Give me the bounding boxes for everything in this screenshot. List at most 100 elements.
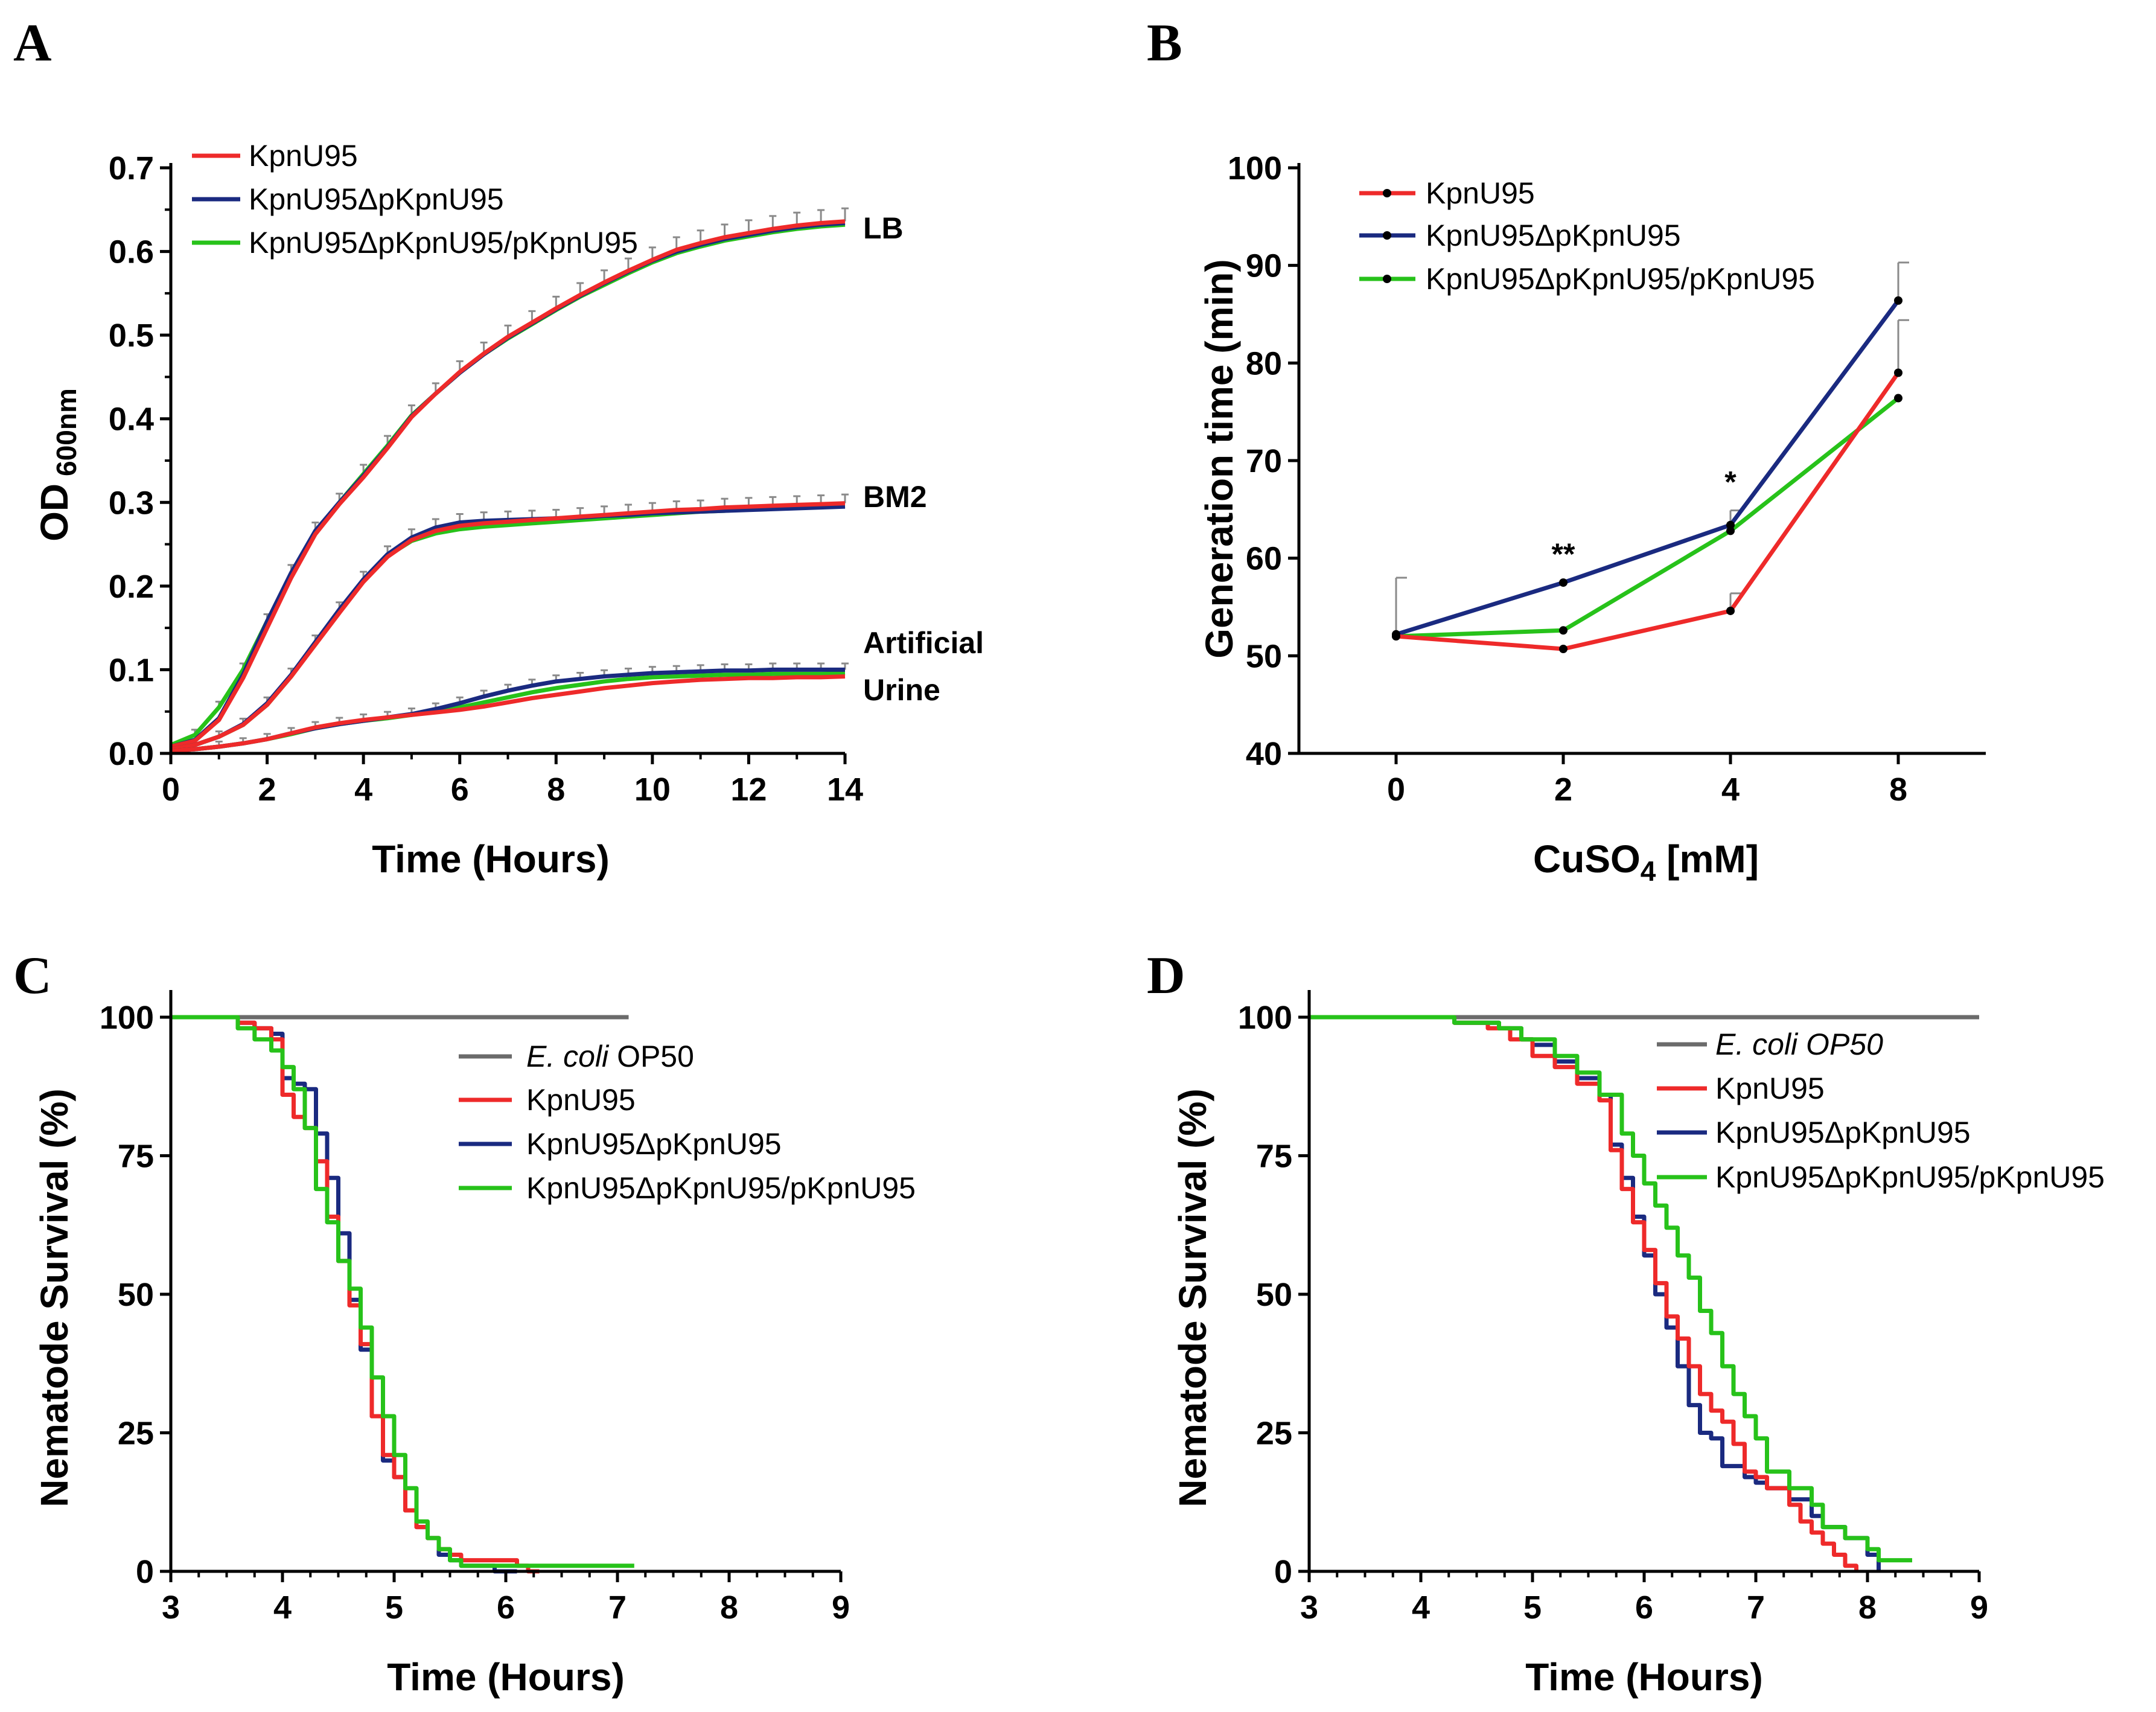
data-point [1894,368,1902,377]
legend-b-marker-red [1383,189,1391,197]
y-tick-label: 100 [100,1000,154,1036]
legend-d-label-2: KpnU95 [1715,1072,1825,1105]
y-tick-label: 0.5 [109,318,154,354]
significance-mark: ** [1552,537,1575,571]
panel-label-c: C [13,947,52,1005]
data-point [1726,606,1735,615]
legend-d-label-4: KpnU95ΔpKpnU95/pKpnU95 [1715,1160,2105,1194]
legend-b-label-3: KpnU95ΔpKpnU95/pKpnU95 [1426,262,1815,296]
panel-a-legend: KpnU95 KpnU95ΔpKpnU95 KpnU95ΔpKpnU95/pKp… [192,139,638,260]
legend-a-label-2: KpnU95ΔpKpnU95 [249,182,504,216]
panel-c-ylabel: Nematode Survival (%) [33,1088,76,1507]
y-tick-label: 0.0 [109,736,154,772]
panel-d-plot: 0 25 50 75 100 3 4 5 6 7 8 9 [1238,990,1988,1626]
y-tick-label: 25 [1256,1416,1292,1452]
data-point [1726,526,1735,535]
x-tick-label: 2 [258,771,276,808]
annotation-urine: Urine [863,673,940,707]
y-tick-label: 0.3 [109,485,154,521]
annotation-lb: LB [863,211,904,245]
panel-d: D 0 25 50 75 100 3 4 5 6 7 8 9 E. coli OP50 KpnU95 … [1147,947,2105,1699]
panel-label-a: A [13,14,52,72]
series-line-bm2-red [170,501,846,752]
annotation-bm2: BM2 [863,480,927,514]
x-tick-label: 8 [547,771,565,808]
x-tick-label: 5 [385,1589,403,1626]
data-point [1559,626,1568,635]
x-tick-label: 7 [1747,1589,1765,1626]
x-tick-label: 4 [354,771,372,808]
series-line-red [1395,371,1900,651]
panel-b-xlabel-sub: 4 [1641,855,1656,887]
y-tick-label: 0 [1274,1554,1292,1590]
x-tick-label: 4 [1721,771,1740,808]
legend-d-label-3: KpnU95ΔpKpnU95 [1715,1116,1971,1149]
survival-curve-red [1309,1015,1858,1571]
x-tick-label: 0 [1387,771,1405,808]
panel-d-ylabel: Nematode Survival (%) [1171,1088,1214,1507]
panel-b-ylabel: Generation time (min) [1198,259,1241,658]
y-tick-label: 50 [118,1277,154,1313]
panel-b-legend: KpnU95 KpnU95ΔpKpnU95 KpnU95ΔpKpnU95/pKp… [1359,176,1815,296]
panel-a-ylabel-main: OD [33,484,76,541]
panel-a-xlabel: Time (Hours) [372,837,610,881]
panel-a-ylabel-sub: 600nm [51,388,82,476]
x-tick-label: 10 [634,771,671,808]
data-point [1894,394,1902,403]
x-tick-label: 9 [832,1589,850,1626]
legend-d-label-1: E. coli OP50 [1715,1027,1883,1061]
legend-c-label-1-italic: E. coli [526,1040,610,1073]
y-tick-label: 70 [1246,443,1282,479]
x-tick-label: 6 [1635,1589,1653,1626]
y-tick-label: 0.2 [109,569,154,605]
panel-b-xlabel-tail: [mM] [1656,837,1759,881]
panel-c-plot: 0 25 50 75 100 3 4 5 6 7 8 9 [100,990,850,1626]
y-tick-label: 0.7 [109,150,154,187]
x-tick-label: 8 [1889,771,1907,808]
x-tick-label: 8 [1858,1589,1877,1626]
x-tick-label: 3 [162,1589,180,1626]
legend-b-marker-green [1383,275,1391,283]
panel-label-b: B [1147,14,1182,72]
survival-curve-green [171,1015,634,1568]
panel-c-legend: E. coli OP50 KpnU95 KpnU95ΔpKpnU95 KpnU9… [459,1040,916,1205]
legend-d-label-1-italic: E. coli OP50 [1715,1027,1883,1061]
x-tick-label: 3 [1300,1589,1318,1626]
x-tick-label: 12 [730,771,767,808]
y-tick-label: 25 [118,1416,154,1452]
data-point [1894,296,1902,305]
legend-a-label-3: KpnU95ΔpKpnU95/pKpnU95 [249,226,638,260]
panel-a-ylabel: OD 600nm [33,388,82,541]
y-tick-label: 75 [118,1139,154,1175]
x-tick-label: 8 [720,1589,738,1626]
y-tick-label: 50 [1256,1277,1292,1313]
x-tick-label: 5 [1523,1589,1542,1626]
y-tick-label: 100 [1228,150,1282,187]
legend-c-label-4: KpnU95ΔpKpnU95/pKpnU95 [526,1171,916,1205]
legend-c-label-2: KpnU95 [526,1083,636,1117]
panel-c: C 0 25 50 75 100 3 4 5 6 7 8 9 E. coli OP50 KpnU95 … [13,947,916,1699]
series-line-blue [1395,299,1900,637]
panel-d-legend: E. coli OP50 KpnU95 KpnU95ΔpKpnU95 KpnU9… [1657,1027,2105,1194]
x-tick-label: 4 [1412,1589,1430,1626]
y-tick-label: 0.4 [109,401,154,438]
x-tick-label: 7 [608,1589,627,1626]
legend-c-label-1-rest: OP50 [608,1040,694,1073]
panel-c-xlabel: Time (Hours) [387,1655,625,1699]
legend-c-label-1: E. coli OP50 [526,1040,694,1073]
legend-c-label-3: KpnU95ΔpKpnU95 [526,1127,782,1161]
x-tick-label: 2 [1554,771,1572,808]
x-tick-label: 0 [162,771,180,808]
y-tick-label: 60 [1246,541,1282,577]
y-tick-label: 40 [1246,736,1282,772]
x-tick-label: 4 [273,1589,292,1626]
y-tick-label: 0.6 [109,234,154,270]
panel-d-xlabel: Time (Hours) [1525,1655,1763,1699]
y-tick-label: 50 [1246,638,1282,674]
data-point [1559,645,1568,654]
significance-mark: * [1724,465,1737,499]
y-tick-label: 90 [1246,248,1282,284]
